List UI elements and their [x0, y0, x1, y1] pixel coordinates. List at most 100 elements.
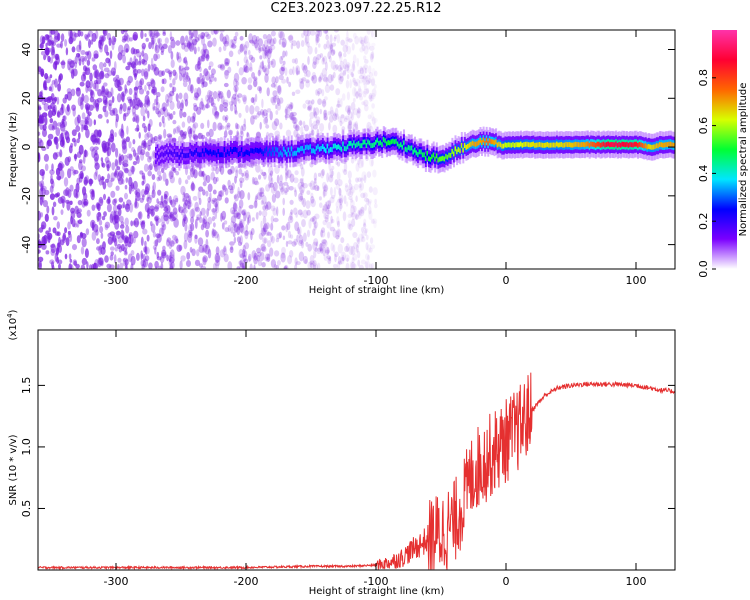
spectrogram-noise-speckle	[355, 91, 359, 100]
spectrogram-noise-speckle	[214, 252, 220, 263]
spectrogram-noise-speckle	[147, 170, 152, 177]
spectrogram-noise-speckle	[180, 35, 185, 46]
spectrogram-noise-speckle	[249, 62, 253, 71]
spectrogram-noise-speckle	[358, 75, 364, 80]
spectrogram-noise-speckle	[201, 32, 205, 38]
spectrogram-noise-speckle	[326, 221, 332, 229]
spectrogram-noise-speckle	[364, 228, 368, 237]
spectrogram-noise-speckle	[185, 72, 189, 80]
spectrogram-noise-speckle	[361, 44, 366, 52]
spectrogram-noise-speckle	[189, 246, 193, 253]
spectrogram-noise-speckle	[274, 95, 280, 100]
spectrogram-noise-speckle	[349, 261, 354, 269]
spectrogram-noise-speckle	[172, 195, 179, 205]
spectrogram-noise-speckle	[316, 36, 320, 43]
spectrogram-noise-speckle	[144, 245, 148, 255]
spectrogram-noise-speckle	[147, 123, 151, 132]
spectrogram-noise-speckle	[111, 35, 116, 46]
spectrogram-noise-speckle	[290, 102, 294, 110]
spectrogram-noise-speckle	[56, 96, 60, 105]
spectrogram-signal-cell	[211, 151, 214, 157]
spectrogram-noise-speckle	[207, 183, 213, 193]
spectrogram-signal-cell	[184, 153, 187, 159]
spectrogram-noise-speckle	[232, 231, 236, 238]
snr-x-tick-label: 100	[626, 575, 647, 588]
spectrogram-noise-speckle	[111, 96, 115, 103]
spectrogram-signal-cell	[176, 152, 179, 157]
spectrogram-noise-speckle	[218, 46, 222, 53]
spectrogram-noise-speckle	[179, 108, 183, 119]
spectrogram-noise-speckle	[194, 201, 199, 212]
spectrogram-noise-speckle	[295, 89, 301, 95]
spectrogram-noise-speckle	[152, 245, 157, 250]
spectrogram-noise-speckle	[217, 194, 222, 201]
spectrogram-noise-speckle	[71, 129, 77, 137]
spectrogram-noise-speckle	[365, 75, 369, 82]
spectrogram-noise-speckle	[329, 42, 333, 52]
spectrogram-noise-speckle	[211, 167, 215, 172]
spectrogram-noise-speckle	[357, 159, 364, 169]
spectrogram-noise-speckle	[313, 107, 316, 117]
spectrogram-noise-speckle	[351, 63, 356, 73]
spectrogram-noise-speckle	[358, 208, 363, 216]
spectrogram-noise-speckle	[91, 204, 96, 211]
spectrogram-noise-speckle	[337, 243, 343, 254]
spectrogram-noise-speckle	[134, 115, 140, 123]
spectrogram-noise-speckle	[305, 80, 311, 88]
spectrogram-noise-speckle	[330, 215, 333, 224]
spectrogram-signal-cell	[423, 152, 426, 158]
spectrogram-noise-speckle	[121, 123, 124, 133]
spectrogram-signal-cell	[399, 142, 402, 148]
spectrogram-noise-speckle	[240, 43, 245, 52]
spectrogram-noise-speckle	[313, 172, 318, 181]
spectrogram-noise-speckle	[133, 86, 138, 91]
spectrogram-noise-speckle	[272, 37, 277, 45]
spectrogram-noise-speckle	[100, 246, 106, 255]
spectrogram-noise-speckle	[243, 64, 248, 73]
spectrogram-noise-speckle	[238, 112, 242, 118]
spectrogram-noise-speckle	[227, 261, 233, 269]
spectrogram-noise-speckle	[296, 234, 299, 243]
spectrogram-noise-speckle	[268, 48, 273, 54]
spectrogram-noise-speckle	[300, 239, 305, 249]
spectrogram-noise-speckle	[183, 192, 190, 199]
spectrogram-noise-speckle	[273, 95, 277, 103]
spectrogram-noise-speckle	[182, 111, 187, 118]
spectrogram-noise-speckle	[66, 201, 71, 211]
spectrogram-noise-speckle	[259, 187, 265, 195]
spectrogram-noise-speckle	[231, 39, 237, 45]
spectrogram-noise-speckle	[95, 30, 99, 39]
spectrogram-noise-speckle	[198, 263, 204, 268]
spectrogram-noise-speckle	[264, 52, 269, 59]
spectrogram-noise-speckle	[359, 181, 365, 191]
spectrogram-signal-cell	[357, 140, 360, 146]
spectrogram-noise-speckle	[194, 63, 200, 72]
spectrogram-noise-speckle	[228, 129, 233, 136]
spectrogram-noise-speckle	[99, 47, 103, 53]
spectrogram-noise-speckle	[39, 124, 44, 130]
spectrogram-noise-speckle	[130, 184, 135, 192]
spectrogram-noise-speckle	[171, 86, 175, 94]
spectrogram-noise-speckle	[353, 122, 359, 128]
spectrogram-y-tick-label: 0	[20, 144, 33, 151]
spectrogram-noise-speckle	[146, 97, 150, 106]
spectrogram-x-axis-label: Height of straight line (km)	[309, 285, 445, 296]
spectrogram-noise-speckle	[49, 118, 54, 124]
spectrogram-noise-speckle	[325, 76, 329, 87]
spectrogram-noise-speckle	[315, 33, 320, 39]
spectrogram-y-tick-label: -40	[20, 236, 33, 254]
spectrogram-noise-speckle	[245, 224, 249, 232]
spectrogram-noise-speckle	[215, 261, 220, 269]
spectrogram-noise-speckle	[242, 248, 246, 258]
spectrogram-noise-speckle	[276, 174, 280, 184]
spectrogram-noise-speckle	[132, 111, 137, 118]
spectrogram-noise-speckle	[287, 255, 293, 265]
spectrogram-noise-speckle	[264, 47, 268, 56]
spectrogram-noise-speckle	[300, 197, 304, 205]
spectrogram-noise-speckle	[261, 210, 268, 218]
spectrogram-noise-speckle	[266, 38, 272, 46]
spectrogram-noise-speckle	[154, 260, 159, 269]
spectrogram-signal-cell	[379, 140, 382, 146]
spectrogram-noise-speckle	[193, 95, 198, 101]
spectrogram-signal-cell	[345, 146, 348, 152]
